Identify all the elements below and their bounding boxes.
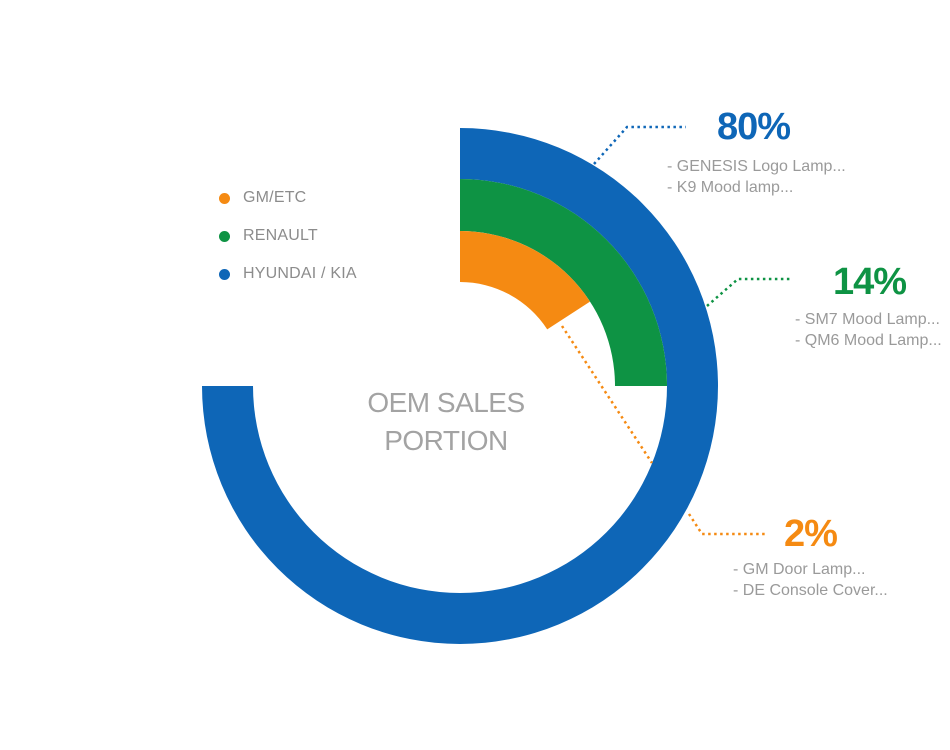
legend-dot-gm-etc xyxy=(219,192,230,204)
leader-line-gm-etc-outer xyxy=(687,513,767,536)
percent-label-renault: 14% xyxy=(833,261,907,303)
leader-line-renault xyxy=(706,277,790,307)
legend-dot-hyundai-kia xyxy=(219,268,230,280)
detail-list-gm-etc: - GM Door Lamp... - DE Console Cover... xyxy=(733,559,888,601)
detail-list-renault: - SM7 Mood Lamp... - QM6 Mood Lamp... xyxy=(795,309,942,351)
legend-label-hyundai-kia: HYUNDAI / KIA xyxy=(243,265,357,282)
center-title-line-1: OEM SALES xyxy=(367,387,525,418)
legend-item-gm-etc: GM/ETC xyxy=(219,189,306,207)
leader-line-hyundai-kia xyxy=(593,125,686,165)
legend-label-gm-etc: GM/ETC xyxy=(243,189,307,206)
ring-renault xyxy=(460,179,667,386)
detail-item: - DE Console Cover... xyxy=(733,582,888,599)
percent-label-hyundai-kia: 80% xyxy=(717,106,791,148)
chart-center-title: OEM SALES PORTION xyxy=(336,384,556,460)
detail-item: - GENESIS Logo Lamp... xyxy=(667,158,846,175)
detail-list-hyundai-kia: - GENESIS Logo Lamp... - K9 Mood lamp... xyxy=(667,156,846,198)
center-title-line-2: PORTION xyxy=(384,425,508,456)
legend-item-hyundai-kia: HYUNDAI / KIA xyxy=(219,265,357,283)
legend-item-renault: RENAULT xyxy=(219,227,318,245)
detail-item: - K9 Mood lamp... xyxy=(667,179,794,196)
detail-item: - SM7 Mood Lamp... xyxy=(795,311,940,328)
legend-dot-renault xyxy=(219,230,230,242)
detail-item: - QM6 Mood Lamp... xyxy=(795,332,942,349)
detail-item: - GM Door Lamp... xyxy=(733,561,866,578)
percent-label-gm-etc: 2% xyxy=(784,513,838,555)
ring-gm-etc xyxy=(460,231,590,330)
legend-label-renault: RENAULT xyxy=(243,227,318,244)
